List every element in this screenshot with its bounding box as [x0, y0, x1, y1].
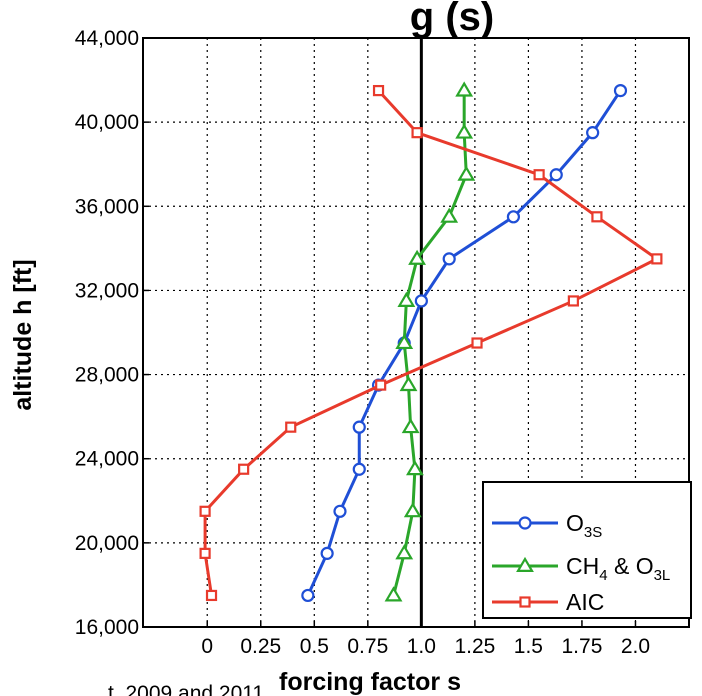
data-point	[399, 375, 418, 392]
x-tick-label: 1.5	[514, 635, 543, 658]
series-aic	[199, 84, 663, 602]
y-axis-title: altitude h [ft]	[9, 259, 37, 410]
x-tick-label: 1.0	[407, 635, 436, 658]
data-point	[506, 210, 521, 224]
data-point	[199, 547, 211, 559]
plot-frame	[142, 37, 690, 628]
data-point	[567, 295, 579, 307]
data-point	[440, 207, 459, 223]
y-tick-label: 20,000	[75, 532, 139, 555]
data-point	[549, 168, 563, 182]
data-point	[320, 546, 334, 560]
data-point	[372, 84, 385, 97]
y-tick-label: 40,000	[75, 111, 139, 134]
source-fragment: t. 2009 and 2011	[108, 682, 264, 696]
x-axis-title: forcing factor s	[279, 668, 461, 696]
data-point	[455, 123, 474, 139]
data-point	[457, 165, 476, 181]
data-point	[401, 417, 420, 434]
x-axis-ticks: 0 0.25 0.5 0.75 1.0 1.25 1.5 1.75 2.0	[201, 621, 650, 658]
series-layer	[199, 81, 663, 603]
data-point	[408, 249, 426, 265]
legend-item: AIC	[492, 589, 604, 615]
data-point	[414, 294, 428, 308]
data-point	[406, 460, 424, 476]
data-point	[352, 420, 366, 434]
legend-label: O3S	[566, 510, 602, 541]
legend-marker	[516, 556, 534, 573]
y-tick-label: 36,000	[75, 195, 139, 218]
y-axis-ticks: 16,000 20,000 24,000 28,000 32,000 36,000 40,0…	[75, 27, 149, 639]
data-point	[613, 83, 628, 98]
data-point	[455, 81, 474, 97]
data-point	[471, 337, 483, 349]
legend-label: AIC	[566, 589, 604, 615]
data-point	[395, 544, 414, 560]
data-point	[352, 462, 366, 476]
chart-title-fragment: g (s)	[410, 0, 494, 39]
x-tick-label: 0.75	[347, 635, 388, 658]
data-point	[586, 126, 600, 140]
legend: O3S CH4 & O3L AIC	[482, 481, 692, 619]
x-tick-label: 2.0	[621, 635, 650, 658]
data-point	[651, 253, 663, 265]
x-tick-label: 0.5	[300, 635, 329, 658]
data-point	[411, 127, 423, 139]
series-o	[301, 83, 628, 603]
legend-item: CH4 & O3L	[492, 553, 670, 584]
legend-item: O3S	[492, 510, 602, 541]
legend-label: CH4 & O3L	[566, 553, 670, 584]
y-tick-label: 16,000	[75, 616, 139, 639]
data-point	[301, 588, 315, 603]
x-tick-label: 0.25	[240, 635, 281, 658]
series-ch	[384, 81, 476, 602]
data-point	[199, 505, 211, 517]
y-tick-label: 24,000	[75, 448, 139, 471]
legend-marker	[518, 516, 532, 530]
data-point	[442, 252, 456, 266]
data-point	[397, 291, 416, 307]
y-tick-label: 28,000	[75, 364, 139, 387]
data-point	[285, 421, 297, 433]
data-point	[533, 169, 545, 181]
data-point	[333, 504, 347, 518]
data-point	[384, 586, 403, 602]
x-tick-label: 0	[201, 635, 213, 658]
data-point	[395, 333, 414, 350]
x-tick-label: 1.75	[562, 635, 603, 658]
y-tick-label: 32,000	[75, 279, 139, 302]
x-tick-label: 1.25	[454, 635, 495, 658]
data-point	[375, 379, 387, 391]
data-point	[205, 589, 218, 602]
data-point	[591, 211, 603, 223]
data-point	[238, 463, 250, 475]
legend-box	[482, 481, 692, 619]
data-point	[403, 502, 422, 518]
legend-marker	[519, 596, 531, 608]
y-tick-label: 44,000	[75, 27, 139, 50]
